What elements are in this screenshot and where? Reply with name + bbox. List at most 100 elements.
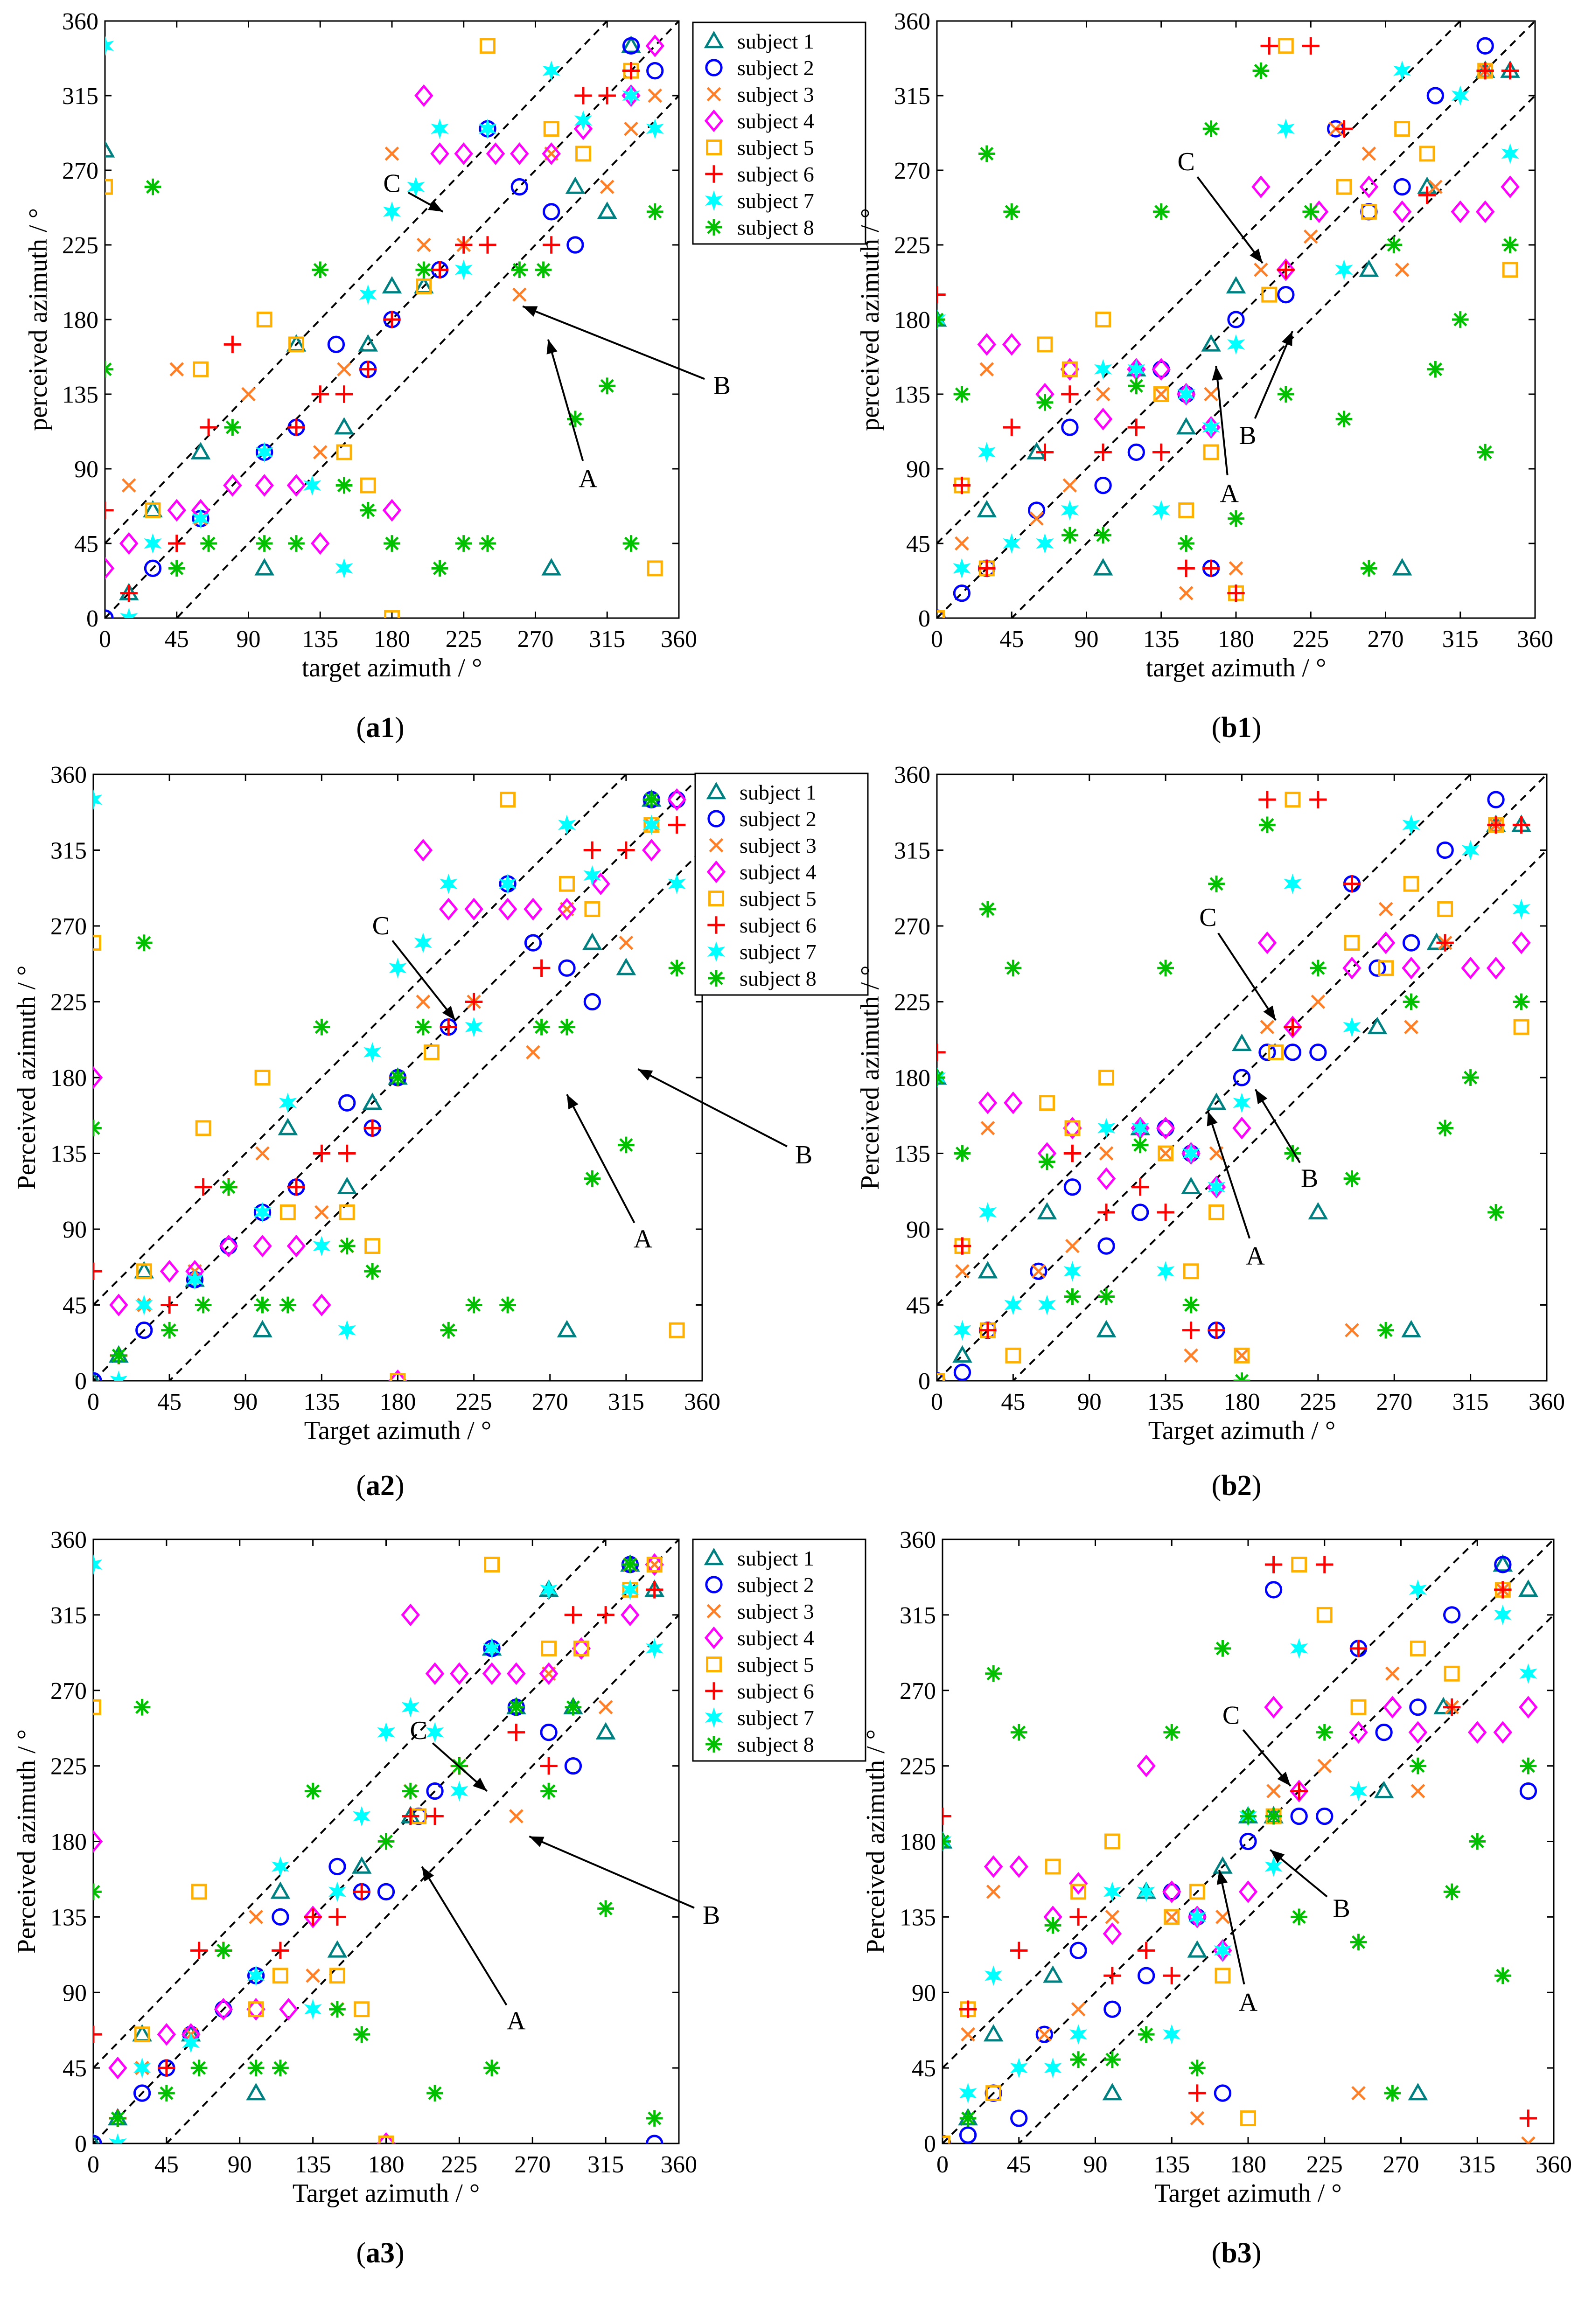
marker-subject-1 [1102, 2083, 1123, 2101]
marker-subject-3 [598, 1700, 613, 1715]
marker-subject-4 [1096, 1167, 1116, 1190]
marker-subject-5 [1164, 1909, 1180, 1925]
marker-subject-3 [1071, 2002, 1086, 2017]
plot-area [942, 1538, 1555, 2144]
y-axis-label: Perceived azimuth / ° [12, 1729, 41, 1954]
marker-subject-8 [1233, 1372, 1250, 1381]
annotation-label-C: C [1199, 903, 1216, 932]
marker-subject-6 [93, 1262, 102, 1280]
marker-subject-3 [314, 1205, 329, 1220]
marker-subject-3 [1410, 1784, 1425, 1798]
x-axis-label: Target azimuth / ° [304, 1416, 492, 1445]
panel-label-letter: a [366, 712, 380, 744]
marker-subject-1 [1232, 1033, 1252, 1051]
marker-subject-2 [1290, 1807, 1308, 1825]
marker-subject-7 [135, 1294, 153, 1315]
marker-subject-1 [1043, 1965, 1063, 1983]
marker-subject-1 [1408, 2083, 1428, 2101]
marker-subject-4 [312, 1294, 331, 1316]
y-tick-label: 360 [50, 762, 87, 788]
panel-label: (b3) [1212, 2237, 1262, 2269]
marker-subject-3 [1062, 478, 1077, 493]
marker-subject-6 [668, 816, 686, 834]
marker-subject-1 [565, 176, 586, 194]
marker-subject-6 [479, 236, 496, 254]
data-points [943, 1554, 1538, 2143]
marker-subject-2 [377, 1883, 395, 1901]
y-tick-label: 315 [900, 1602, 936, 1629]
marker-subject-3 [416, 995, 431, 1009]
marker-subject-3 [648, 88, 663, 103]
marker-subject-5 [378, 2136, 394, 2143]
marker-subject-7 [1402, 814, 1420, 835]
legend-label: subject 3 [740, 834, 817, 857]
panel-label-close: ) [1252, 2237, 1262, 2269]
legend-label: subject 2 [737, 56, 814, 80]
series-subject-7 [937, 814, 1530, 1341]
marker-subject-4 [105, 557, 115, 580]
annotation-arrowhead-B [638, 1069, 653, 1081]
marker-subject-4 [1501, 175, 1520, 198]
marker-subject-8 [224, 419, 241, 436]
marker-subject-4 [1461, 956, 1480, 980]
marker-subject-7 [1393, 60, 1411, 81]
marker-subject-7 [313, 1236, 331, 1257]
annotation-label-C: C [1177, 147, 1194, 176]
marker-subject-7 [338, 1320, 356, 1341]
panel-b3: 0 45 90 135 180 225 270 315 360 0 45 90 135 180 225 270… [861, 1527, 1572, 2269]
marker-subject-6 [1103, 1967, 1121, 1984]
marker-subject-2 [93, 2135, 102, 2143]
marker-subject-5 [1104, 1833, 1120, 1850]
series-subject-6 [937, 37, 1519, 602]
marker-subject-8 [1104, 2051, 1121, 2068]
annotation-label-A: A [1246, 1242, 1265, 1271]
marker-subject-6 [937, 285, 946, 304]
marker-subject-6 [1097, 1204, 1115, 1221]
marker-subject-6 [1264, 1556, 1283, 1573]
annotation-arrowhead-A [567, 1094, 579, 1110]
marker-subject-2 [1138, 1967, 1155, 1984]
marker-subject-5 [424, 1044, 440, 1060]
reference-lines [937, 21, 1535, 618]
marker-subject-4 [464, 898, 483, 921]
marker-subject-8 [426, 2085, 443, 2101]
marker-subject-5 [937, 1373, 945, 1381]
marker-subject-5 [384, 610, 400, 618]
marker-subject-1 [597, 201, 617, 219]
legend-label: subject 7 [737, 189, 814, 213]
marker-subject-4 [160, 1259, 179, 1283]
marker-subject-2 [1309, 1044, 1327, 1061]
marker-subject-8 [1039, 1153, 1055, 1170]
annotation-arrowhead-B [529, 1836, 545, 1847]
panel-label-letter: a [366, 2237, 380, 2269]
marker-subject-6 [1501, 62, 1519, 80]
marker-subject-3 [1179, 586, 1194, 601]
marker-subject-3 [1254, 262, 1268, 277]
annotation-arrowhead-C [1263, 1005, 1276, 1021]
marker-subject-5 [647, 560, 663, 577]
marker-subject-4 [1156, 1117, 1175, 1140]
marker-subject-7 [985, 1965, 1003, 1986]
marker-subject-8 [465, 1296, 482, 1314]
marker-subject-3 [1154, 387, 1169, 402]
marker-subject-6 [335, 385, 353, 403]
marker-subject-6 [194, 1178, 212, 1196]
panel-label-open: ( [356, 2237, 366, 2269]
marker-subject-4 [1486, 956, 1506, 980]
series-subject-8 [105, 178, 663, 577]
marker-subject-5 [1189, 1884, 1205, 1900]
annotation-arrow-C [391, 940, 456, 1021]
marker-subject-8 [533, 1018, 550, 1036]
marker-subject-6 [959, 2000, 977, 2018]
marker-subject-4 [984, 1855, 1003, 1878]
marker-subject-5 [543, 121, 559, 137]
marker-subject-6 [93, 2025, 102, 2043]
marker-subject-8 [1070, 2051, 1087, 2068]
y-tick-label: 180 [894, 307, 930, 334]
annotation-label-A: A [579, 464, 598, 493]
x-tick-label: 90 [1075, 626, 1099, 653]
legend-label: subject 1 [737, 29, 814, 53]
marker-subject-5 [1183, 1263, 1199, 1280]
marker-subject-1 [254, 558, 274, 576]
marker-subject-5 [1064, 1120, 1081, 1136]
